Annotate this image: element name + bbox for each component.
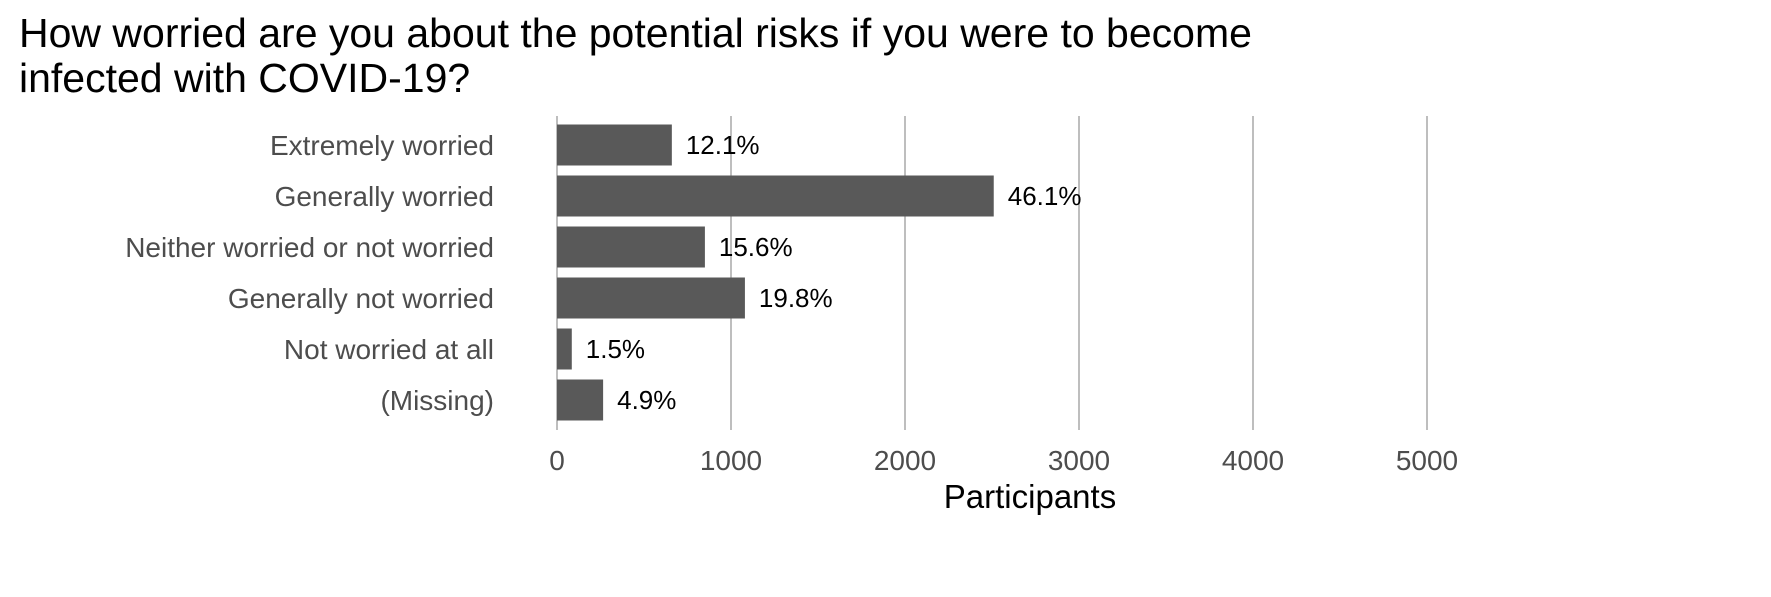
x-axis-title: Participants (944, 478, 1116, 515)
data-label: 12.1% (686, 130, 760, 160)
data-label: 19.8% (759, 283, 833, 313)
category-label: Generally worried (275, 181, 494, 212)
bars (557, 124, 994, 421)
data-label: 46.1% (1008, 181, 1082, 211)
x-tick-label: 5000 (1396, 445, 1458, 476)
x-tick-label: 4000 (1222, 445, 1284, 476)
x-tick-label: 1000 (700, 445, 762, 476)
x-tick-label: 0 (549, 445, 565, 476)
category-label: Extremely worried (270, 130, 494, 161)
grid-lines (556, 116, 1428, 430)
chart-title-line-1: How worried are you about the potential … (19, 10, 1252, 56)
bar (557, 124, 672, 166)
bar (557, 328, 572, 370)
category-labels: Extremely worried Generally worried Neithe… (125, 130, 494, 416)
x-tick-label: 2000 (874, 445, 936, 476)
category-label: Neither worried or not worried (125, 232, 494, 263)
chart-title-line-2: infected with COVID-19? (19, 55, 470, 101)
bar (557, 175, 994, 217)
bar (557, 277, 745, 319)
category-label: Generally not worried (228, 283, 494, 314)
data-label: 4.9% (617, 385, 676, 415)
x-axis-tick-labels: 0 1000 2000 3000 4000 5000 (549, 445, 1458, 476)
x-tick-label: 3000 (1048, 445, 1110, 476)
category-label: (Missing) (380, 385, 494, 416)
data-label: 15.6% (719, 232, 793, 262)
bar (557, 379, 604, 421)
data-label: 1.5% (586, 334, 645, 364)
category-label: Not worried at all (284, 334, 494, 365)
bar (557, 226, 705, 268)
data-labels: 12.1% 46.1% 15.6% 19.8% 1.5% 4.9% (586, 130, 1082, 415)
